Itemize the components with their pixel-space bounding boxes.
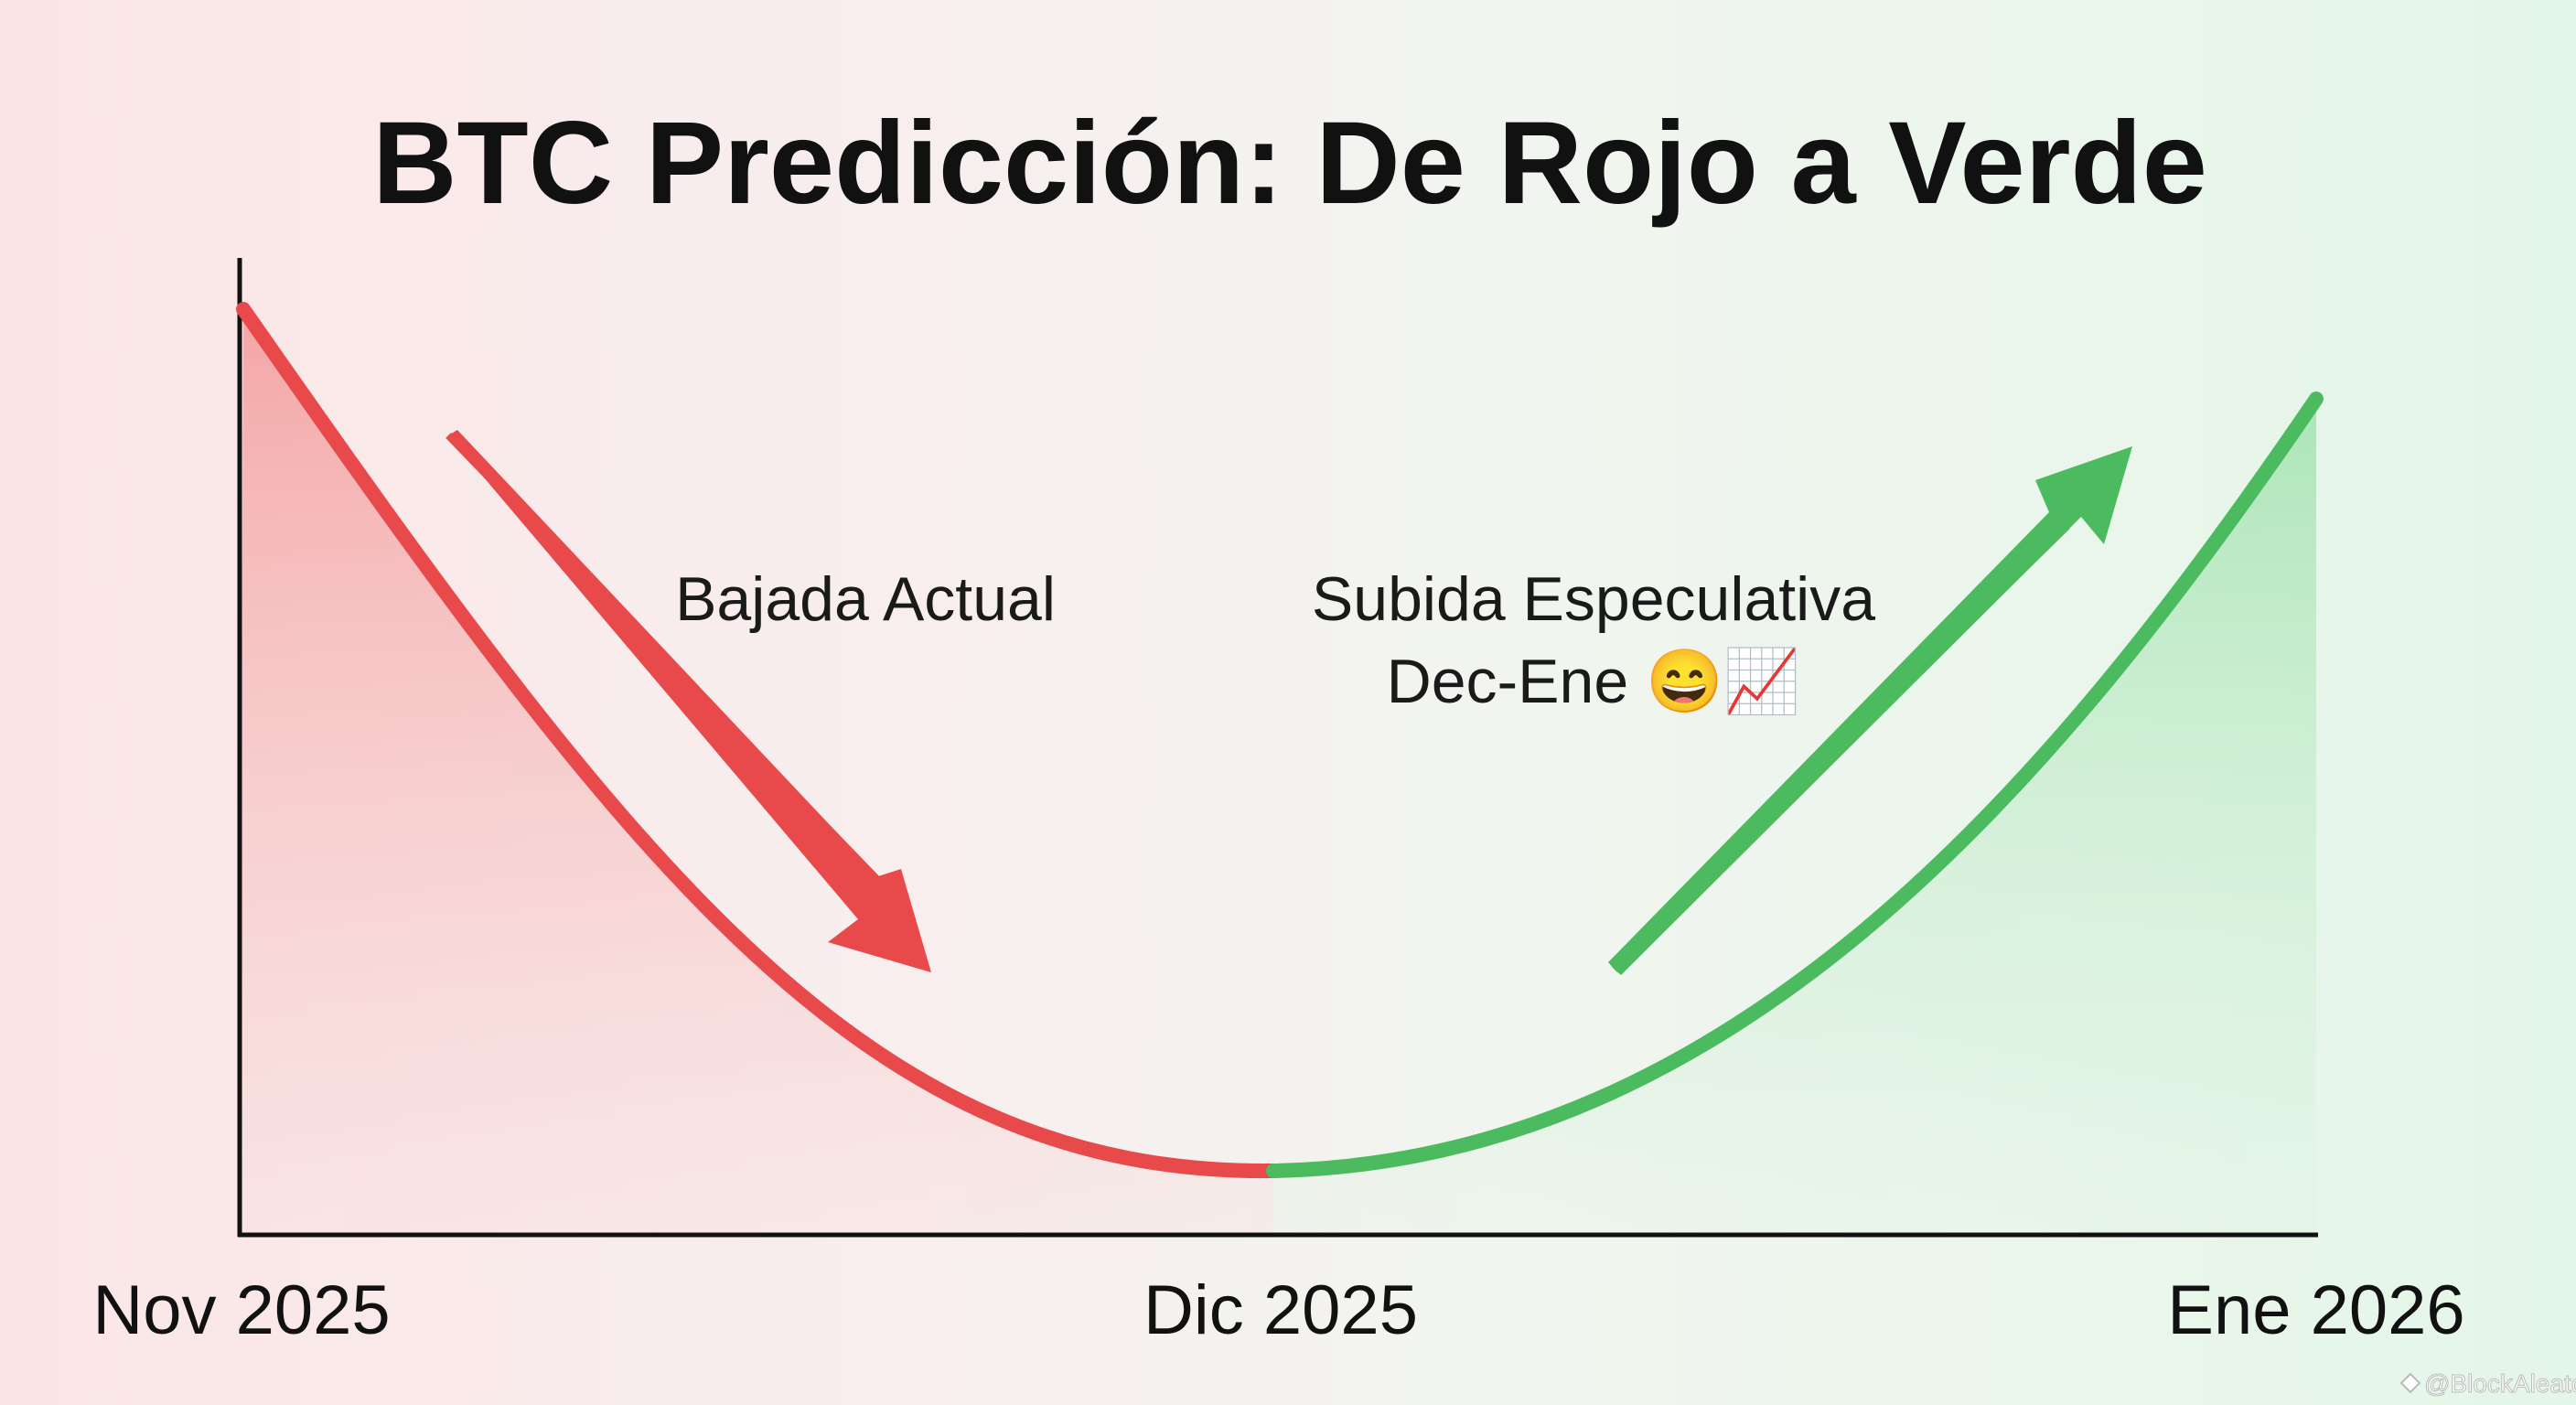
- decline-line: [236, 302, 1281, 1179]
- rise-line: [1266, 391, 2324, 1178]
- rise-label-line2: Dec-Ene 😄📈: [1387, 646, 1801, 716]
- rise-label: Subida Especulativa: [1312, 564, 1875, 634]
- watermark-text: @BlockAleatorio: [2424, 1369, 2576, 1398]
- watermark: @BlockAleatorio: [2399, 1369, 2576, 1399]
- binance-logo-icon: [2399, 1372, 2421, 1394]
- rise-area: [1273, 399, 2316, 1235]
- chart-title: BTC Predicción: De Rojo a Verde: [372, 98, 2207, 229]
- decline-area: [240, 309, 1273, 1235]
- x-tick-label: Dic 2025: [1143, 1271, 1418, 1349]
- decline-label: Bajada Actual: [675, 564, 1056, 634]
- decline-arrow-icon: [448, 430, 931, 972]
- x-tick-label: Nov 2025: [92, 1271, 390, 1349]
- rise-arrow-icon: [1608, 446, 2132, 975]
- x-tick-label: Ene 2026: [2167, 1271, 2464, 1349]
